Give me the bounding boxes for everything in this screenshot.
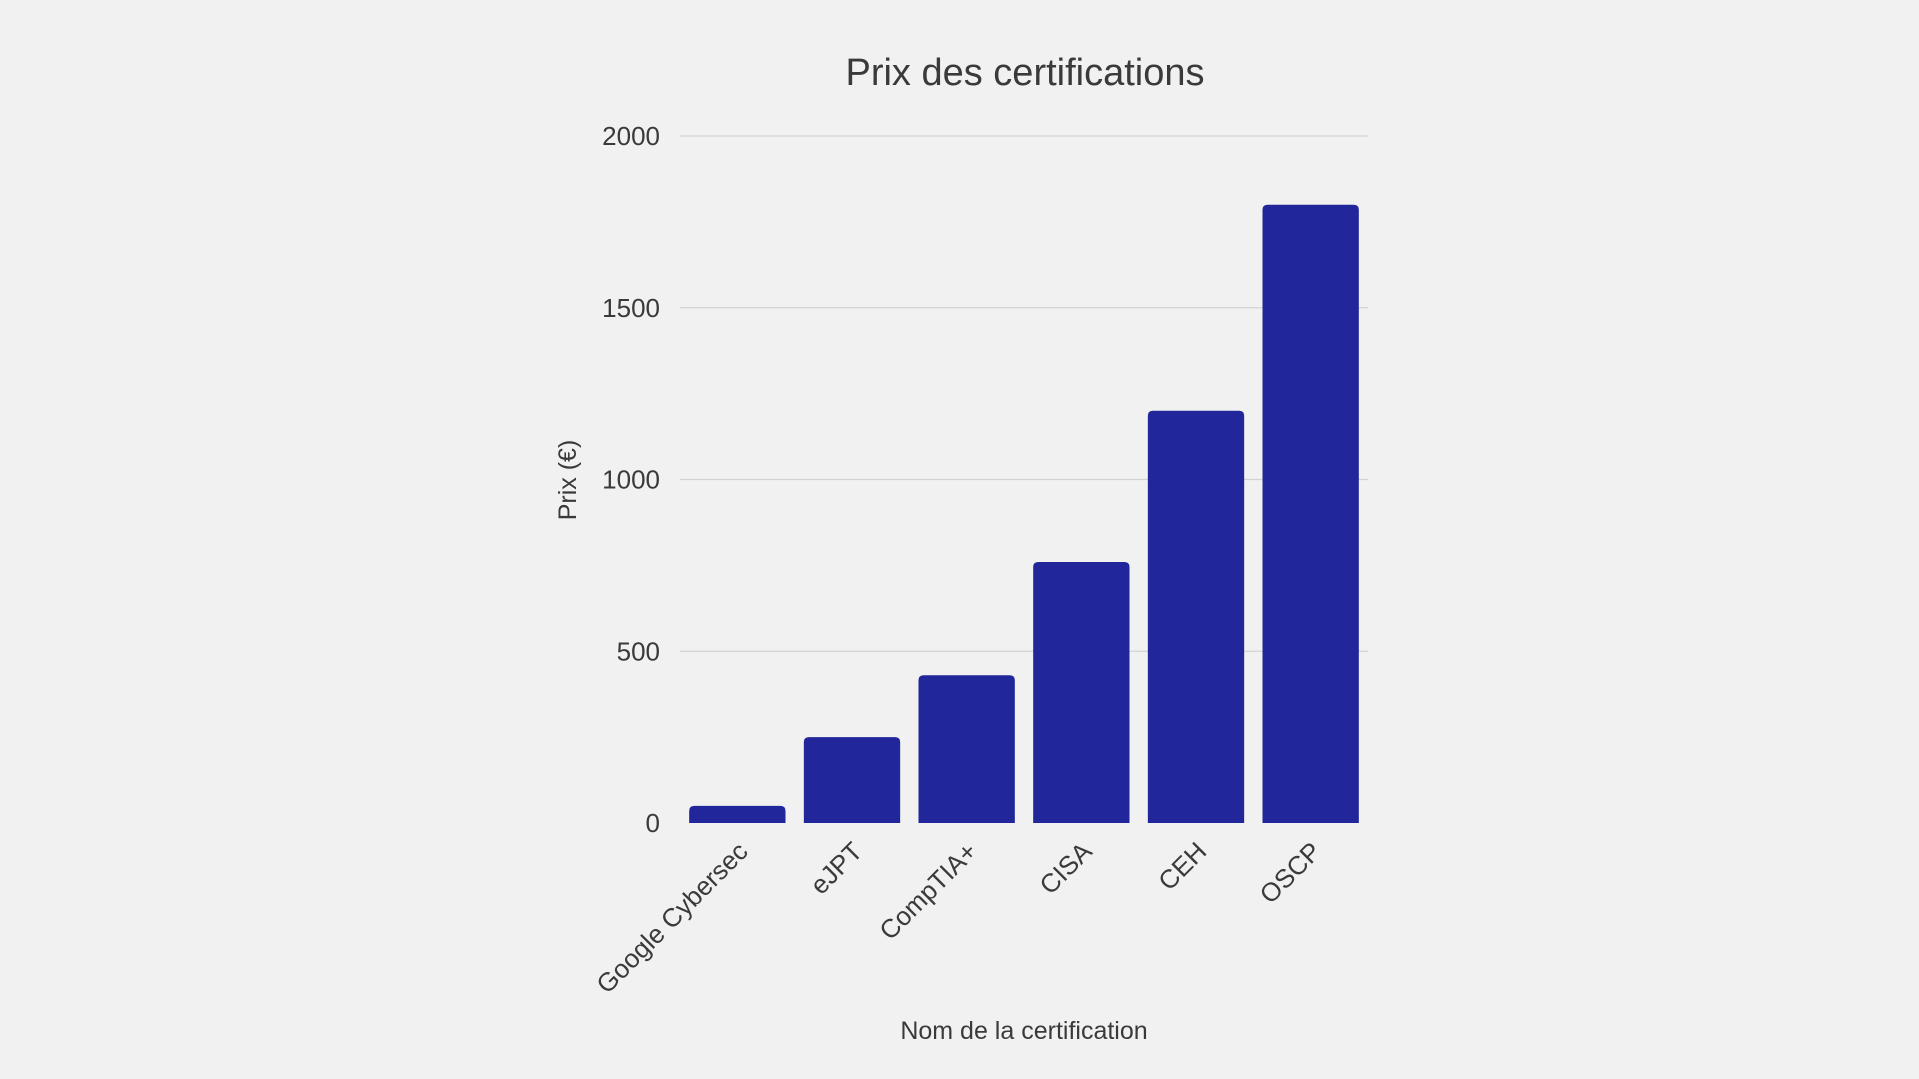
gridlines	[680, 135, 1368, 652]
x-axis-label: Nom de la certification	[900, 1017, 1147, 1045]
bars	[689, 204, 1359, 823]
y-axis-ticks: 0 500 1000 1500 2000	[602, 121, 660, 838]
bar	[803, 737, 901, 823]
x-tick-label: CISA	[1033, 836, 1098, 901]
y-tick-label: 500	[617, 636, 660, 666]
x-axis-ticks: Google Cybersec eJPT CompTIA+ CISA CEH OSCP	[590, 836, 1327, 1000]
x-tick-label: eJPT	[804, 836, 868, 900]
y-tick-label: 1500	[602, 293, 660, 323]
bar	[1262, 204, 1359, 823]
x-tick-label: OSCP	[1254, 836, 1327, 909]
y-tick-label: 2000	[602, 121, 660, 151]
y-axis-label: Prix (€)	[554, 440, 582, 521]
bar	[689, 805, 786, 823]
chart-title: Prix des certifications	[845, 52, 1204, 94]
x-tick-label: CEH	[1152, 836, 1212, 896]
bar	[1147, 410, 1245, 823]
x-tick-label: Google Cybersec	[590, 836, 753, 999]
y-tick-label: 0	[646, 808, 660, 838]
x-tick-label: CompTIA+	[873, 836, 983, 946]
bar	[1033, 561, 1130, 823]
bar	[918, 675, 1015, 823]
y-tick-label: 1000	[602, 465, 660, 495]
